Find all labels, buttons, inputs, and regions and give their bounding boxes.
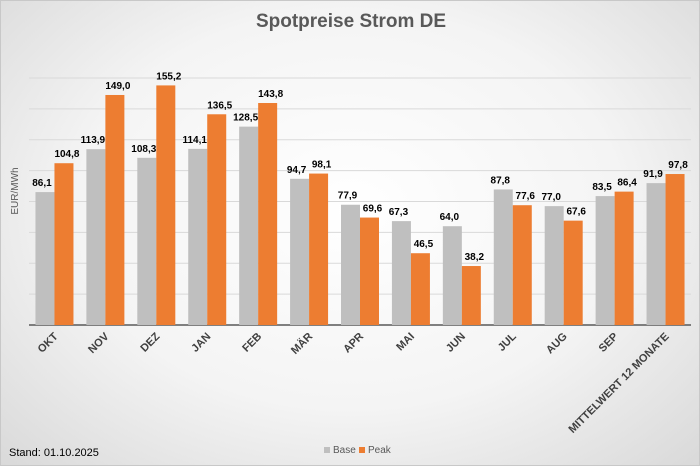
data-label: 114,1: [182, 135, 207, 146]
data-label: 83,5: [592, 182, 612, 193]
bar-peak: [461, 266, 481, 325]
data-label: 104,8: [54, 149, 79, 160]
bar-base: [391, 221, 411, 325]
x-tick-label: MITTELWERT 12 MONATE: [567, 331, 672, 436]
data-label: 143,8: [258, 89, 283, 100]
bar-base: [137, 157, 157, 325]
bar-peak: [207, 114, 227, 325]
bar-base: [442, 226, 462, 325]
data-label: 128,5: [233, 113, 258, 124]
x-tick-label: JUN: [444, 331, 468, 355]
y-axis-label: EUR/MWh: [10, 167, 21, 214]
x-tick-label: OKT: [36, 330, 61, 355]
data-label: 136,5: [207, 100, 232, 111]
bar-peak: [410, 253, 430, 325]
x-tick-label: APR: [341, 331, 366, 356]
data-label: 91,9: [643, 169, 663, 180]
data-label: 69,6: [363, 204, 383, 215]
bar-base: [646, 183, 666, 325]
data-label: 97,8: [668, 160, 688, 171]
bar-peak: [156, 85, 176, 325]
bar-peak: [614, 191, 634, 325]
data-label: 108,3: [131, 144, 156, 155]
bar-base: [86, 149, 106, 325]
data-label: 67,3: [389, 207, 409, 218]
data-label: 77,6: [516, 191, 536, 202]
data-label: 113,9: [81, 135, 106, 146]
bar-base: [595, 196, 615, 325]
bar-peak: [512, 205, 532, 325]
data-label: 155,2: [156, 71, 181, 82]
data-label: 86,1: [32, 178, 52, 189]
x-tick-label: FEB: [240, 331, 264, 355]
data-label: 38,2: [465, 252, 485, 263]
x-tick-label: SEP: [597, 331, 621, 355]
legend-label-base: Base: [333, 445, 356, 456]
bar-peak: [360, 217, 379, 325]
bar-base: [544, 206, 564, 325]
data-label: 64,0: [440, 212, 460, 223]
bar-peak: [54, 163, 74, 325]
bar-peak: [665, 174, 685, 325]
bar-base: [341, 204, 360, 325]
x-tick-label: MAI: [394, 331, 417, 354]
bar-base: [188, 148, 208, 325]
data-label: 94,7: [287, 165, 307, 176]
x-tick-label: JAN: [189, 331, 213, 355]
x-tick-label: NOV: [86, 330, 112, 356]
data-label: 67,6: [566, 207, 586, 218]
x-tick-label: MÄR: [288, 330, 315, 357]
stand-date: Stand: 01.10.2025: [9, 447, 99, 459]
bar-base: [290, 178, 310, 325]
bar-base: [239, 126, 259, 325]
legend-swatch-base: [324, 447, 330, 453]
x-tick-label: DEZ: [138, 330, 162, 354]
bar-base: [35, 192, 55, 325]
x-tick-label: JUL: [496, 330, 519, 353]
bar-peak: [258, 103, 278, 325]
data-label: 98,1: [312, 160, 332, 171]
data-label: 149,0: [105, 81, 130, 92]
x-tick-label: AUG: [544, 331, 570, 357]
legend-label-peak: Peak: [368, 445, 392, 456]
bar-peak: [309, 173, 329, 325]
chart-title: Spotpreise Strom DE: [256, 11, 446, 32]
data-label: 77,0: [541, 192, 561, 203]
legend-swatch-peak: [359, 447, 365, 453]
bar-peak: [563, 220, 583, 325]
data-label: 77,9: [338, 191, 358, 202]
data-label: 87,8: [491, 175, 511, 186]
bar-peak: [105, 94, 125, 325]
data-label: 46,5: [414, 239, 434, 250]
bar-base: [493, 189, 513, 325]
data-label: 86,4: [617, 178, 637, 189]
